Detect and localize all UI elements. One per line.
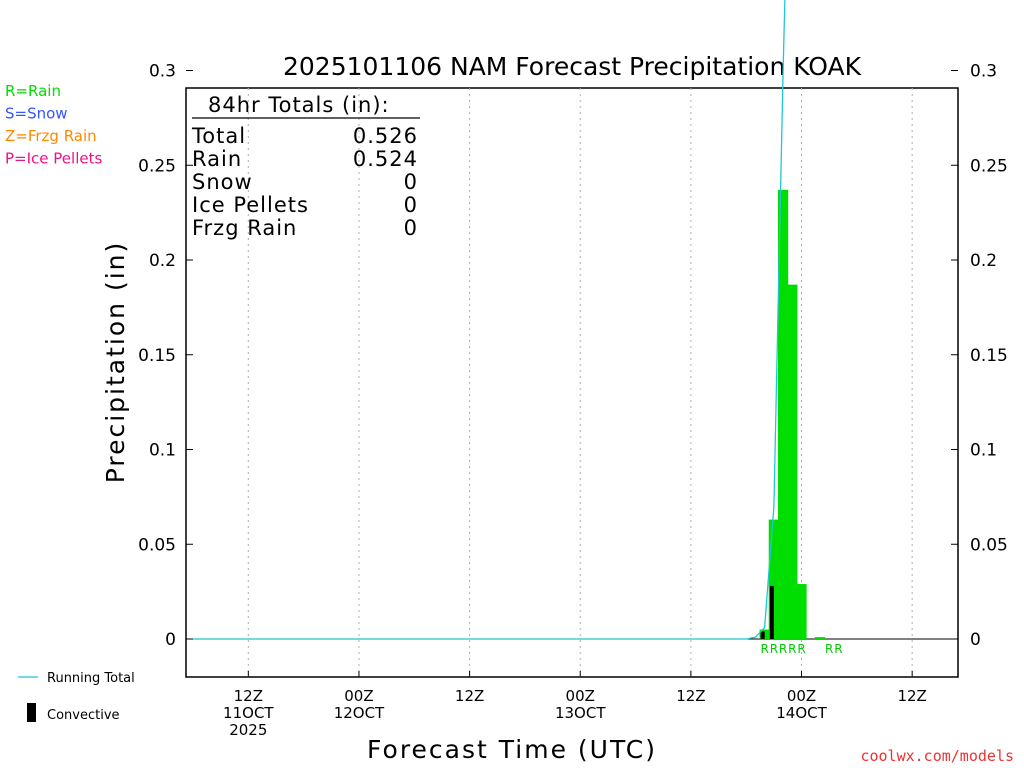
precip-marker-3: R xyxy=(788,642,796,656)
y-tick-label-left-6: 0.3 xyxy=(149,62,176,82)
rain-bar-3 xyxy=(787,284,798,639)
precip-marker-6: R xyxy=(834,642,842,656)
rain-bar-2 xyxy=(777,189,789,639)
totals-box: 84hr Totals (in): Total 0.526 Rain 0.524 Sno… xyxy=(191,93,420,240)
y-axis-left: 00.050.10.150.20.250.30.350.40.450.50.55 xyxy=(138,62,193,650)
totals-rows: Total 0.526 Rain 0.524 Snow 0 Ice Pellets 0 Frzg… xyxy=(191,124,418,240)
y-tick-label-left-4: 0.2 xyxy=(149,251,176,271)
line-series xyxy=(193,0,786,640)
precip-type-legend: R=Rain S=Snow Z=Frzg Rain P=Ice Pellets xyxy=(5,82,102,168)
plot-frame xyxy=(185,87,959,678)
x-axis-label: Forecast Time (UTC) xyxy=(367,735,657,764)
x-tick-label-5-1: 14OCT xyxy=(776,704,827,722)
convective-legend-swatch xyxy=(27,703,36,722)
grid-lines xyxy=(186,88,958,677)
credit-text: coolwx.com/models xyxy=(860,747,1014,765)
type-legend-item-2: Z=Frzg Rain xyxy=(5,127,97,145)
y-tick-label-right-6: 0.3 xyxy=(970,62,997,82)
precip-marker-0: R xyxy=(760,642,768,656)
type-legend-item-1: S=Snow xyxy=(5,105,68,123)
convective-bar-0 xyxy=(760,631,765,639)
precip-marker-5: R xyxy=(825,642,833,656)
totals-value-1: 0.524 xyxy=(353,147,418,171)
totals-value-2: 0 xyxy=(404,170,418,194)
totals-value-0: 0.526 xyxy=(353,124,418,148)
bar-series xyxy=(759,189,826,639)
type-legend-item-3: P=Ice Pellets xyxy=(5,150,102,168)
y-tick-label-left-2: 0.1 xyxy=(149,441,176,461)
y-tick-label-left-3: 0.15 xyxy=(138,346,176,366)
y-axis-label: Precipitation (in) xyxy=(101,241,130,484)
y-tick-label-left-5: 0.25 xyxy=(138,156,176,176)
totals-header: 84hr Totals (in): xyxy=(208,93,390,117)
x-tick-label-4-0: 12Z xyxy=(676,687,705,705)
totals-label-4: Frzg Rain xyxy=(192,216,297,240)
x-tick-label-1-1: 12OCT xyxy=(334,704,385,722)
type-legend-item-0: R=Rain xyxy=(5,82,61,100)
rain-bar-5 xyxy=(814,637,826,639)
totals-value-3: 0 xyxy=(404,193,418,217)
convective-legend-label: Convective xyxy=(47,708,120,723)
totals-value-4: 0 xyxy=(404,216,418,240)
rain-bar-4 xyxy=(796,584,807,639)
x-tick-label-0-1: 11OCT xyxy=(223,704,274,722)
totals-label-0: Total xyxy=(191,124,246,148)
x-tick-label-0-2: 2025 xyxy=(229,721,267,739)
running-total-line xyxy=(193,0,786,640)
totals-label-3: Ice Pellets xyxy=(192,193,309,217)
x-tick-label-3-1: 13OCT xyxy=(555,704,606,722)
x-tick-label-1-0: 00Z xyxy=(344,687,373,705)
y-tick-label-right-3: 0.15 xyxy=(970,346,1008,366)
totals-label-1: Rain xyxy=(192,147,242,171)
y-tick-label-left-1: 0.05 xyxy=(138,535,176,555)
x-tick-label-5-0: 00Z xyxy=(787,687,816,705)
y-tick-label-right-1: 0.05 xyxy=(970,535,1008,555)
y-tick-label-right-5: 0.25 xyxy=(970,156,1008,176)
x-tick-label-0-0: 12Z xyxy=(234,687,263,705)
precip-marker-1: R xyxy=(770,642,778,656)
running-total-legend-label: Running Total xyxy=(47,671,135,686)
x-tick-label-2-0: 12Z xyxy=(455,687,484,705)
precip-marker-2: R xyxy=(779,642,787,656)
y-axis-right: 00.050.10.150.20.250.30.350.40.450.50.55 xyxy=(951,62,1008,650)
rain-bar-1 xyxy=(768,519,779,639)
chart-title: 2025101106 NAM Forecast Precipitation KO… xyxy=(283,52,862,81)
totals-label-2: Snow xyxy=(192,170,253,194)
x-tick-label-6-0: 12Z xyxy=(897,687,926,705)
series-legend: Running Total Convective xyxy=(18,671,135,723)
y-tick-label-right-0: 0 xyxy=(970,630,981,650)
precip-marker-4: R xyxy=(797,642,805,656)
convective-bar-1 xyxy=(769,585,774,639)
x-tick-label-3-0: 00Z xyxy=(566,687,595,705)
y-tick-label-right-2: 0.1 xyxy=(970,441,997,461)
y-tick-label-left-0: 0 xyxy=(165,630,176,650)
y-tick-label-right-4: 0.2 xyxy=(970,251,997,271)
